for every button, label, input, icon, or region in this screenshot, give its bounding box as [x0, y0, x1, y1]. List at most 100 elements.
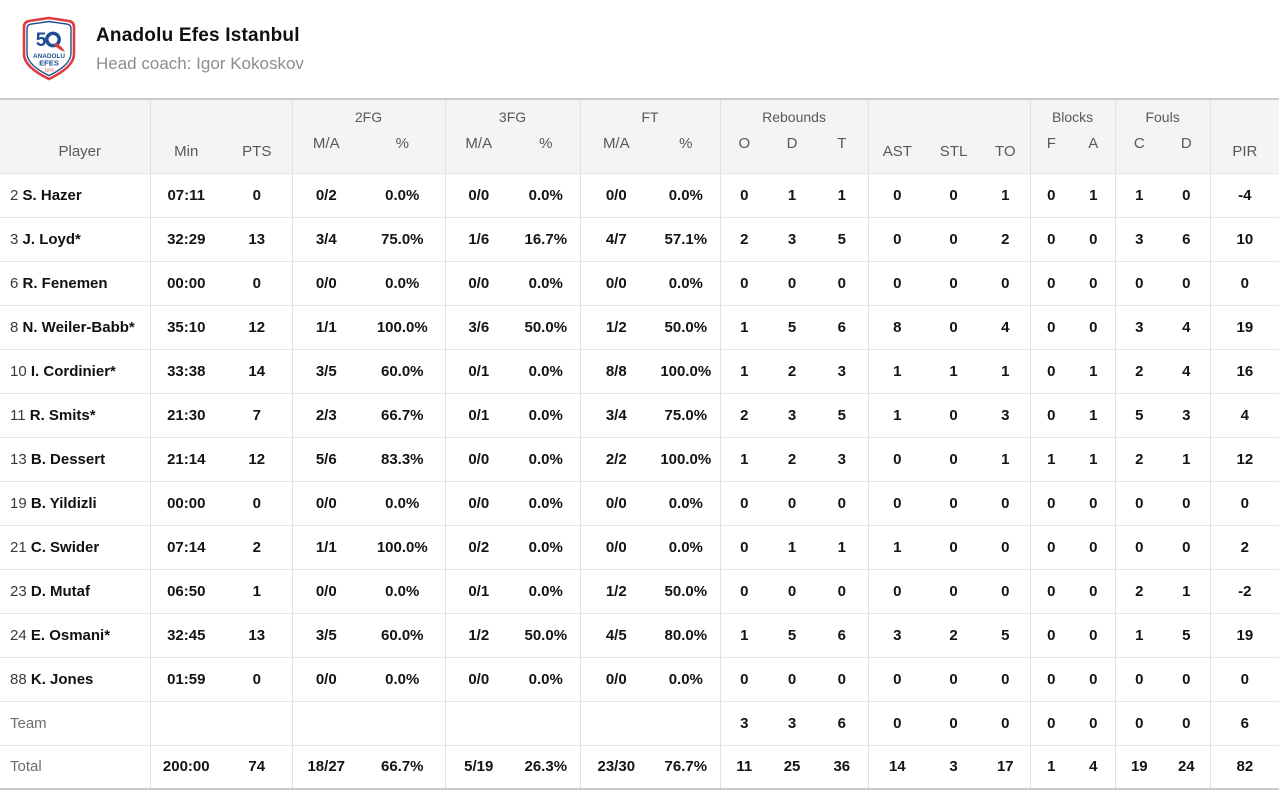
- team-logo: 5 ANADOLU EFES 1976: [20, 16, 78, 82]
- stat-cell-fg2: 3/5: [291, 348, 360, 393]
- col-header-blk-f: F: [1029, 133, 1073, 173]
- stat-cell-fg2: 2/3: [291, 392, 360, 437]
- stat-cell-fg3p: 0.0%: [512, 392, 581, 437]
- stat-cell-rt: 0: [816, 656, 869, 701]
- stat-cell-fg3: 0/1: [444, 392, 513, 437]
- stat-cell-ba: 0: [1072, 304, 1116, 349]
- table-row: 88 K. Jones 01:59 0 0/0 0.0% 0/0 0.0% 0/0 0.0% 0 0…: [0, 656, 1279, 701]
- stat-cell-fg2p: 60.0%: [360, 612, 446, 657]
- player-cell: 88 K. Jones: [0, 656, 150, 701]
- team-header: 5 ANADOLU EFES 1976 Anadolu Efes Istanbu…: [0, 0, 1279, 98]
- stat-cell-ro: 1: [719, 304, 769, 349]
- stat-cell-stl: 0: [926, 436, 982, 481]
- stat-cell-fc: 5: [1114, 392, 1164, 437]
- col-header-stl: STL: [926, 99, 982, 173]
- player-name: B. Dessert: [30, 450, 106, 468]
- stat-cell-rt: 5: [816, 216, 869, 261]
- stat-cell-min: 07:14: [149, 524, 222, 569]
- player-name: K. Jones: [30, 670, 94, 688]
- stat-cell-ba: 0: [1072, 568, 1116, 613]
- player-name: N. Weiler-Babb*: [22, 318, 135, 336]
- stat-cell-pts: 12: [222, 304, 292, 349]
- stat-cell-ro: 1: [719, 436, 769, 481]
- stat-cell-bf: 0: [1029, 348, 1073, 393]
- stat-cell-fd: 0: [1163, 480, 1211, 525]
- stat-cell-bf: 0: [1029, 568, 1073, 613]
- stat-cell-rd: 3: [768, 700, 817, 745]
- player-cell: 2 S. Hazer: [0, 172, 150, 217]
- stat-cell-ro: 11: [719, 744, 769, 789]
- stat-cell-ast: 0: [867, 436, 927, 481]
- stat-cell-ba: 1: [1072, 348, 1116, 393]
- head-coach-label: Head coach: Igor Kokoskov: [96, 53, 304, 73]
- table-row: 19 B. Yildizli 00:00 0 0/0 0.0% 0/0 0.0% 0/0 0.0…: [0, 480, 1279, 525]
- stat-cell-ftp: 0.0%: [652, 172, 721, 217]
- team-name: Anadolu Efes Istanbul: [96, 24, 300, 46]
- stat-cell-fg2p: 0.0%: [360, 656, 446, 701]
- stat-cell-ast: 14: [867, 744, 927, 789]
- stat-cell-pir: 16: [1209, 348, 1279, 393]
- stat-cell-ft: [579, 700, 653, 745]
- stat-cell-fg3p: 50.0%: [512, 612, 581, 657]
- stat-cell-fd: 0: [1163, 656, 1211, 701]
- stat-cell-ast: 0: [867, 172, 927, 217]
- stat-cell-min: 35:10: [149, 304, 222, 349]
- stat-cell-rt: 0: [816, 480, 869, 525]
- stat-cell-fg3: 0/0: [444, 260, 513, 305]
- player-cell: Total: [0, 744, 150, 789]
- stat-cell-ftp: 0.0%: [652, 260, 721, 305]
- stat-cell-min: 32:45: [149, 612, 222, 657]
- stat-cell-pts: 0: [222, 656, 292, 701]
- stat-cell-ast: 1: [867, 348, 927, 393]
- player-name: R. Fenemen: [22, 274, 108, 292]
- stat-cell-ro: 0: [719, 480, 769, 525]
- stat-cell-to: 0: [981, 656, 1031, 701]
- group-header-ft: FT: [579, 99, 721, 133]
- stat-cell-ba: 0: [1072, 700, 1116, 745]
- col-header-reb-d: D: [768, 133, 817, 173]
- col-header-3fg-pct: %: [512, 133, 581, 173]
- group-header-2fg: 2FG: [291, 99, 446, 133]
- stat-cell-pts: 14: [222, 348, 292, 393]
- col-header-reb-o: O: [719, 133, 769, 173]
- stat-cell-ba: 0: [1072, 216, 1116, 261]
- logo-efes-text: EFES: [39, 59, 59, 68]
- stat-cell-pts: 13: [222, 612, 292, 657]
- stat-cell-fg3: 0/0: [444, 656, 513, 701]
- table-row: 23 D. Mutaf 06:50 1 0/0 0.0% 0/1 0.0% 1/2 50.0% 0…: [0, 568, 1279, 613]
- table-row: 3 J. Loyd* 32:29 13 3/4 75.0% 1/6 16.7% 4/7 57.1…: [0, 216, 1279, 261]
- logo-swoosh: [54, 43, 65, 52]
- table-row: 13 B. Dessert 21:14 12 5/6 83.3% 0/0 0.0% 2/2 10…: [0, 436, 1279, 481]
- stat-cell-ast: 0: [867, 480, 927, 525]
- stat-cell-rd: 25: [768, 744, 817, 789]
- col-header-3fg-ma: M/A: [444, 133, 513, 173]
- stat-cell-fg2: 0/0: [291, 568, 360, 613]
- stat-cell-pir: 0: [1209, 260, 1279, 305]
- stat-cell-to: 1: [981, 436, 1031, 481]
- player-name: D. Mutaf: [30, 582, 91, 600]
- stat-cell-ro: 3: [719, 700, 769, 745]
- player-cell: 10 I. Cordinier*: [0, 348, 150, 393]
- col-header-2fg-ma: M/A: [291, 133, 360, 173]
- col-header-ast: AST: [867, 99, 927, 173]
- stat-cell-ro: 1: [719, 612, 769, 657]
- player-name: E. Osmani*: [30, 626, 111, 644]
- stat-cell-bf: 0: [1029, 480, 1073, 525]
- stat-cell-ro: 0: [719, 524, 769, 569]
- stat-cell-fg2p: 0.0%: [360, 480, 446, 525]
- stat-cell-pts: 0: [222, 480, 292, 525]
- stat-cell-fg3: [444, 700, 513, 745]
- stat-cell-rd: 0: [768, 656, 817, 701]
- stat-cell-fg3: 0/1: [444, 348, 513, 393]
- stat-cell-to: 17: [981, 744, 1031, 789]
- stat-cell-fc: 1: [1114, 172, 1164, 217]
- stat-cell-rt: 3: [816, 348, 869, 393]
- stat-cell-bf: 0: [1029, 656, 1073, 701]
- stat-cell-ftp: 100.0%: [652, 348, 721, 393]
- stat-cell-ba: 1: [1072, 392, 1116, 437]
- stat-cell-fg2: 1/1: [291, 524, 360, 569]
- jersey-number: 23: [10, 582, 27, 600]
- efes-50-logo-icon: 5 ANADOLU EFES 1976: [22, 16, 76, 81]
- jersey-number: 13: [10, 450, 27, 468]
- stat-cell-pir: 2: [1209, 524, 1279, 569]
